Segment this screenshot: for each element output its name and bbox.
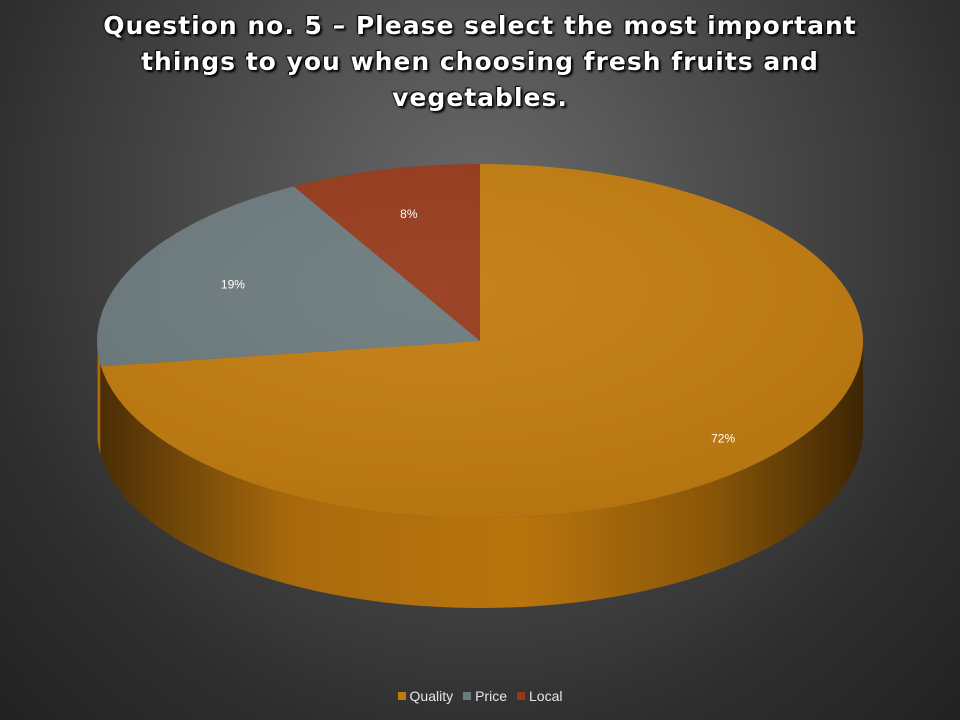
legend-item-quality: Quality (397, 688, 454, 704)
legend-item-price: Price (463, 688, 507, 704)
legend-label-price: Price (475, 688, 507, 704)
chart-title: Question no. 5 – Please select the most … (103, 11, 857, 112)
legend-swatch-price (463, 692, 472, 700)
legend-swatch-quality (397, 692, 406, 700)
legend-swatch-local (517, 692, 525, 700)
legend: Quality Price Local (0, 688, 960, 704)
legend-label-quality: Quality (409, 688, 454, 704)
data-label-local: 8% (400, 207, 418, 221)
pie-side-quality (100, 341, 864, 608)
data-label-quality: 72% (711, 431, 735, 445)
legend-label-local: Local (529, 688, 563, 704)
data-label-price: 19% (221, 277, 245, 291)
legend-item-local: Local (517, 688, 562, 704)
